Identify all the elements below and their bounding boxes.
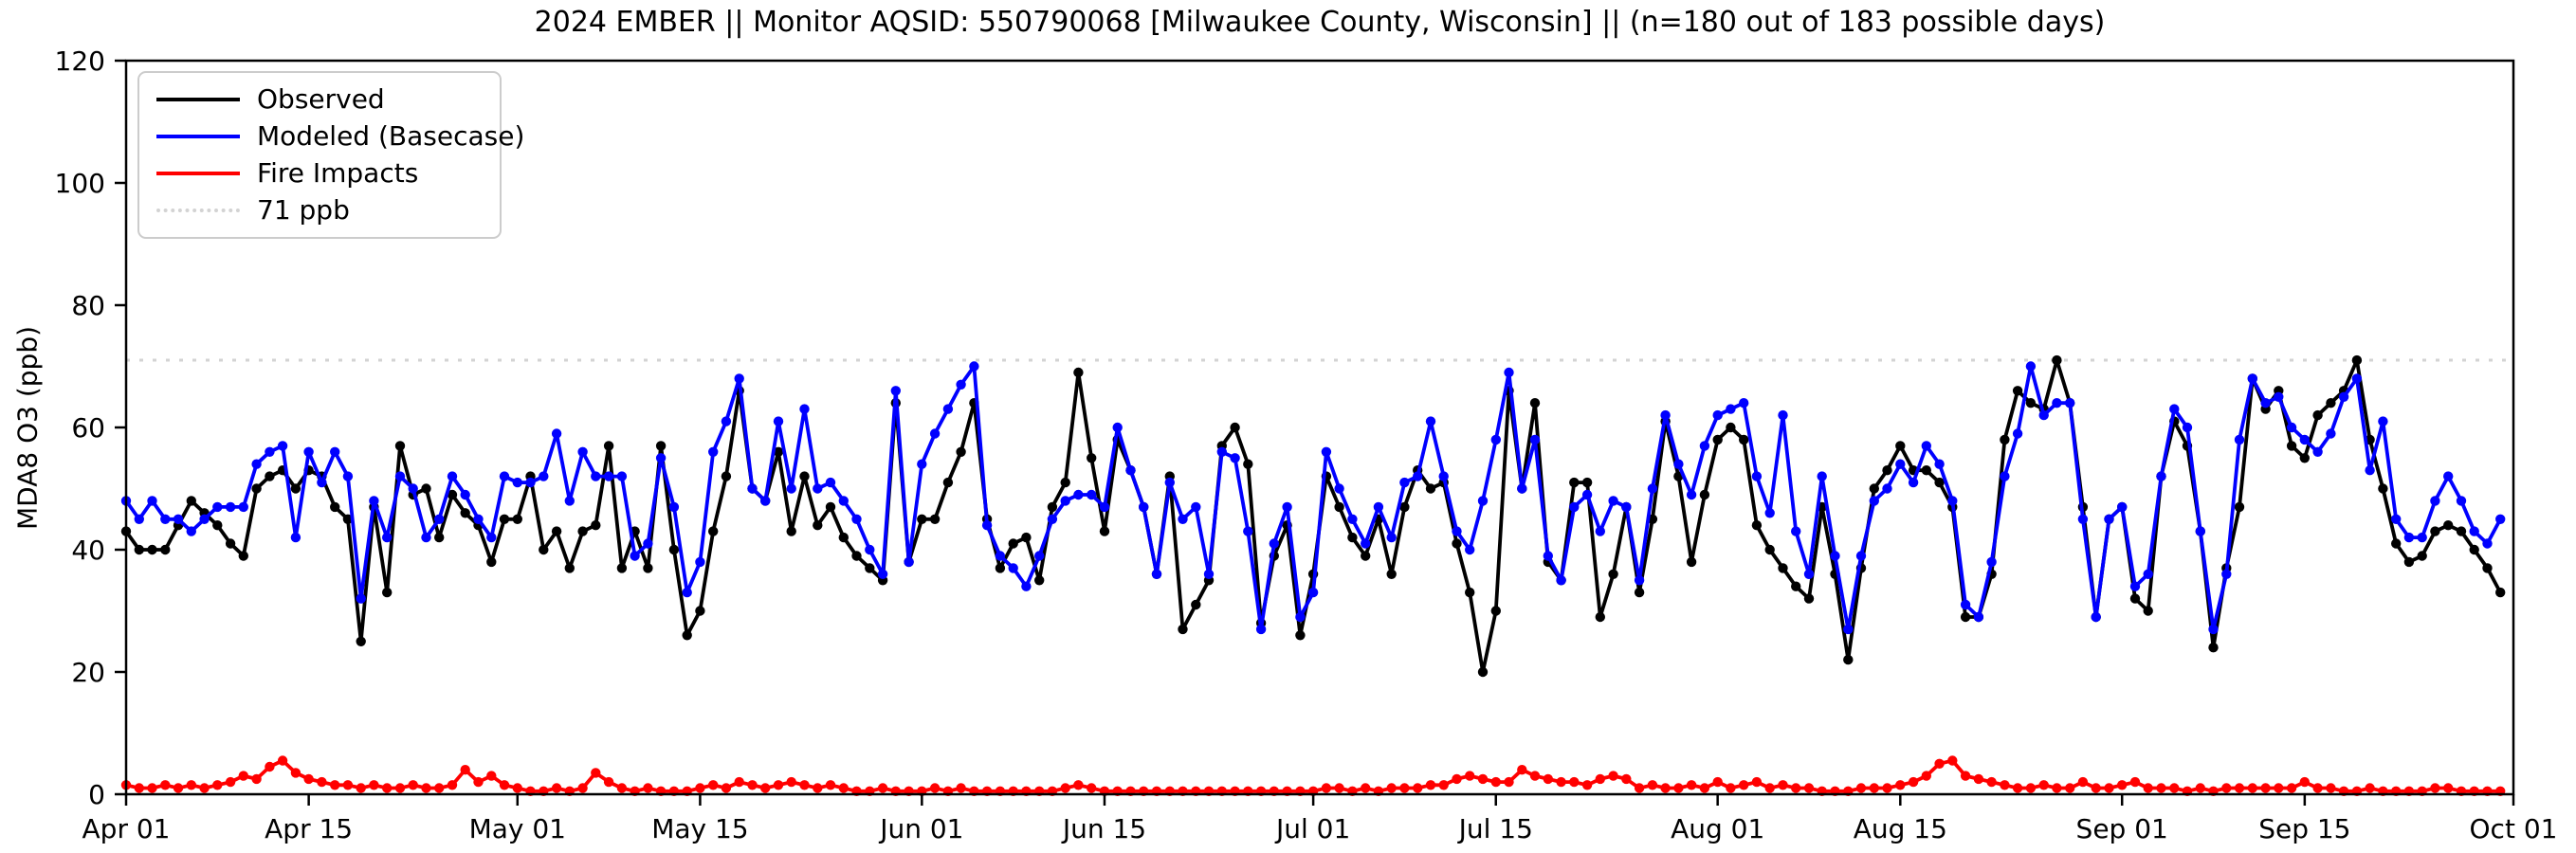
legend-item-modeled: Modeled (Basecase) bbox=[156, 121, 524, 152]
svg-text:20: 20 bbox=[71, 657, 105, 688]
svg-text:120: 120 bbox=[55, 45, 105, 77]
svg-text:Apr 01: Apr 01 bbox=[82, 813, 171, 844]
svg-text:May 01: May 01 bbox=[469, 813, 566, 844]
threshold-line-icon bbox=[156, 209, 240, 212]
modeled-series bbox=[120, 361, 2506, 635]
fire-impacts-series bbox=[120, 755, 2506, 796]
svg-text:Sep 15: Sep 15 bbox=[2258, 813, 2350, 844]
legend-label-threshold: 71 ppb bbox=[257, 194, 350, 226]
svg-text:Oct 01: Oct 01 bbox=[2470, 813, 2558, 844]
legend-item-observed: Observed bbox=[156, 84, 483, 115]
svg-text:May 15: May 15 bbox=[651, 813, 748, 844]
legend: Observed Modeled (Basecase) Fire Impacts… bbox=[137, 71, 524, 239]
x-axis: Apr 01 Apr 15 May 01 May 15 Jun 01 Jun 15 Jul … bbox=[82, 794, 2558, 844]
svg-text:Jul 01: Jul 01 bbox=[1274, 813, 1350, 844]
svg-text:Apr 15: Apr 15 bbox=[265, 813, 353, 844]
svg-text:0: 0 bbox=[88, 779, 105, 810]
svg-text:Jun 15: Jun 15 bbox=[1061, 813, 1146, 844]
svg-text:Jun 01: Jun 01 bbox=[878, 813, 963, 844]
y-axis: 0 20 40 60 80 100 120 bbox=[55, 45, 126, 810]
legend-label-modeled: Modeled (Basecase) bbox=[257, 120, 525, 152]
chart-title: 2024 EMBER || Monitor AQSID: 550790068 [… bbox=[534, 6, 2106, 39]
modeled-line-icon bbox=[156, 135, 240, 138]
svg-text:40: 40 bbox=[71, 535, 105, 566]
svg-text:Aug 01: Aug 01 bbox=[1671, 813, 1764, 844]
observed-line-icon bbox=[156, 98, 240, 101]
svg-text:Aug 15: Aug 15 bbox=[1854, 813, 1947, 844]
svg-text:80: 80 bbox=[71, 290, 105, 321]
svg-text:60: 60 bbox=[71, 412, 105, 444]
svg-text:100: 100 bbox=[55, 168, 105, 199]
svg-text:Jul 15: Jul 15 bbox=[1457, 813, 1533, 844]
fire-impacts-line-icon bbox=[156, 172, 240, 175]
legend-label-observed: Observed bbox=[257, 83, 385, 115]
legend-item-fire-impacts: Fire Impacts bbox=[156, 158, 483, 189]
svg-text:Sep 01: Sep 01 bbox=[2076, 813, 2168, 844]
legend-label-fire-impacts: Fire Impacts bbox=[257, 157, 419, 189]
legend-item-threshold: 71 ppb bbox=[156, 195, 483, 226]
